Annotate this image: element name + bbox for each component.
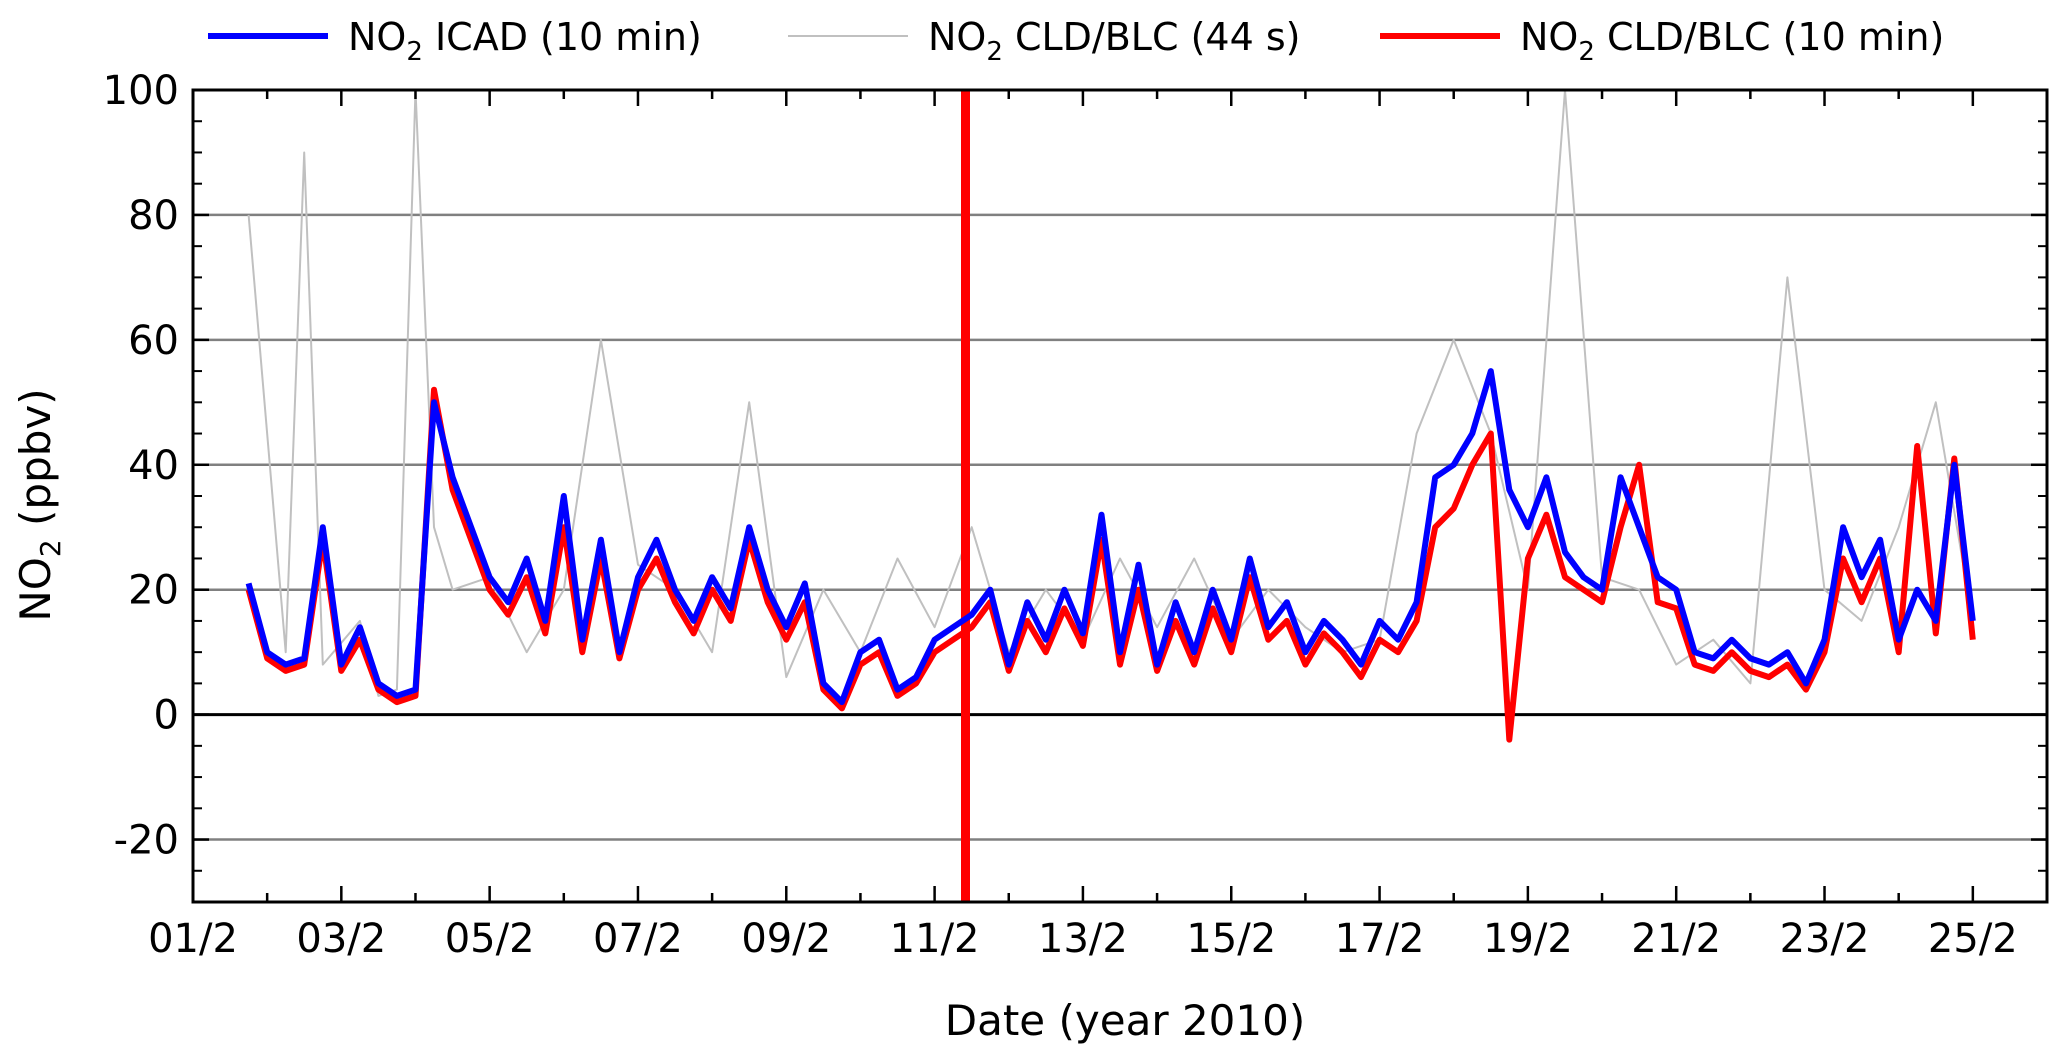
x-tick-label: 17/2 (1335, 916, 1425, 962)
legend-label-2: NO2 CLD/BLC (10 min) (1520, 15, 1944, 67)
legend-label-base: NO (348, 15, 406, 59)
x-axis-label: Date (year 2010) (945, 996, 1305, 1045)
y-tick-label: 0 (154, 693, 179, 739)
y-axis-label-rest: (ppbv) (11, 388, 60, 539)
series-line-0 (245, 368, 1976, 706)
legend-label-sub: 2 (1578, 37, 1595, 67)
x-tick-label: 05/2 (445, 916, 535, 962)
y-tick-label: 80 (128, 193, 179, 239)
x-tick-label: 21/2 (1631, 916, 1721, 962)
x-tick-label: 15/2 (1186, 916, 1276, 962)
x-tick-label: 23/2 (1780, 916, 1870, 962)
y-tick-label: 60 (128, 318, 179, 364)
legend-label-sub: 2 (986, 37, 1003, 67)
x-tick-label: 13/2 (1038, 916, 1128, 962)
legend-label-base: NO (1520, 15, 1578, 59)
legend-label-rest: ICAD (10 min) (423, 15, 702, 59)
y-axis-label: NO2 (ppbv) (11, 388, 67, 621)
x-tick-label: 03/2 (296, 916, 386, 962)
legend-label-sub: 2 (406, 37, 423, 67)
x-tick-label: 07/2 (593, 916, 683, 962)
y-tick-label: 100 (103, 68, 179, 114)
legend-label-0: NO2 ICAD (10 min) (348, 15, 702, 67)
y-tick-label: 40 (128, 443, 179, 489)
x-tick-label: 25/2 (1928, 916, 2018, 962)
legend-label-rest: CLD/BLC (10 min) (1595, 15, 1944, 59)
series-lines (245, 90, 1976, 902)
tick-labels: -20 0 20 40 60 80 100 01/2 03/2 05/2 07/2 09/2 11/2 1… (103, 68, 2018, 962)
legend: NO2 ICAD (10 min) NO2 CLD/BLC (44 s) NO2 C… (208, 15, 1944, 67)
legend-label-1: NO2 CLD/BLC (44 s) (928, 15, 1300, 67)
y-tick-label: -20 (114, 818, 179, 864)
y-tick-label: 20 (128, 568, 179, 614)
plot-frame (191, 88, 2049, 904)
axes (191, 88, 2049, 904)
y-axis-label-sub: 2 (34, 539, 67, 557)
legend-label-rest: CLD/BLC (44 s) (1003, 15, 1301, 59)
x-tick-label: 01/2 (148, 916, 238, 962)
series-line-1 (247, 90, 1974, 697)
x-tick-label: 09/2 (741, 916, 831, 962)
x-tick-label: 19/2 (1483, 916, 1573, 962)
legend-label-base: NO (928, 15, 986, 59)
x-tick-label: 11/2 (890, 916, 980, 962)
y-axis-label-base: NO (11, 557, 60, 621)
